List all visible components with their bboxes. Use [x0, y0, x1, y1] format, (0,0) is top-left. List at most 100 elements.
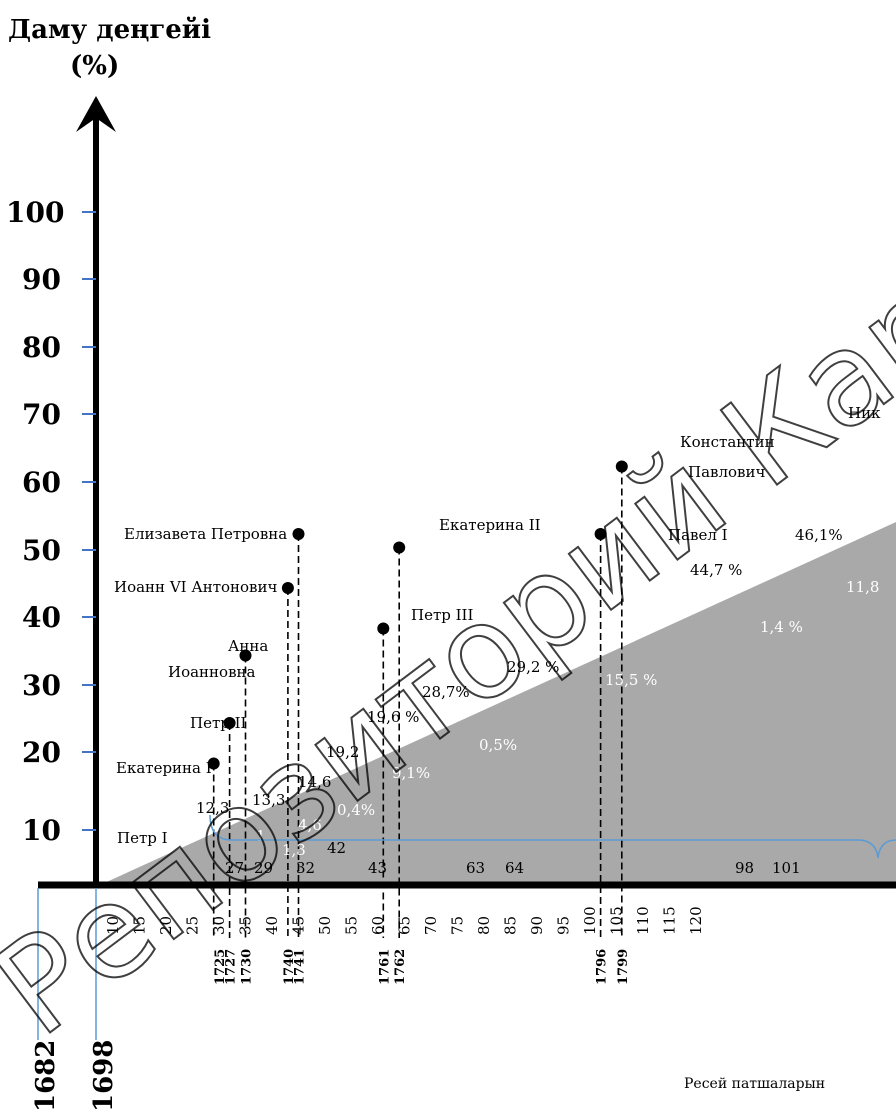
- x-tick-30: 30: [210, 916, 228, 935]
- ruler-dot-9: [615, 460, 628, 473]
- reign-year-1762: 1762: [393, 949, 408, 985]
- x-tick-95: 95: [555, 916, 573, 935]
- trend-area: [100, 522, 896, 885]
- reign-year-1725: 1725: [213, 949, 228, 985]
- wpct-1-3: 1,3: [282, 841, 306, 859]
- axis-num-64: 64: [505, 859, 524, 877]
- y-tick-50: 50: [22, 534, 61, 567]
- label-elizaveta: Елизавета Петровна: [124, 525, 287, 543]
- year-1682: 1682: [31, 1040, 61, 1112]
- pct-44-7: 44,7 %: [690, 561, 742, 579]
- wpct-11-8: 11,8: [846, 578, 879, 596]
- pct-19-6: 19,6 %: [367, 708, 419, 726]
- year-1698: 1698: [89, 1040, 119, 1112]
- wpct-9-1: 9,1%: [392, 764, 430, 782]
- ruler-dot-5: [292, 528, 305, 540]
- y-axis-arrow: [76, 96, 116, 132]
- label-konstantin-2: Павлович: [688, 463, 765, 481]
- ruler-dot-7: [393, 541, 406, 554]
- reign-year-1741: 1741: [293, 949, 308, 985]
- x-tick-45: 45: [290, 916, 308, 935]
- ruler-dot-3: [239, 649, 252, 662]
- label-petr1: Петр I: [117, 829, 168, 847]
- y-tick-60: 60: [22, 466, 61, 499]
- label-pavel1: Павел I: [668, 526, 728, 544]
- pct-28-7: 28,7%: [422, 683, 470, 701]
- wpct-15-5: 15,5 %: [605, 671, 657, 689]
- x-tick-80: 80: [475, 916, 493, 935]
- reign-year-1761: 1761: [377, 949, 392, 985]
- pct-29-2: 29,2 %: [507, 658, 559, 676]
- x-tick-105: 105: [608, 906, 626, 935]
- ruler-dot-2: [223, 717, 236, 729]
- x-tick-35: 35: [237, 916, 255, 935]
- reign-year-1796: 1796: [595, 949, 610, 985]
- reign-year-1799: 1799: [616, 949, 631, 985]
- wpct-1-4: 1,4 %: [760, 618, 803, 636]
- y-tick-30: 30: [22, 669, 61, 702]
- wpct-0-4: 0,4%: [337, 801, 375, 819]
- ruler-lines: [207, 460, 628, 938]
- x-tick-25: 25: [184, 916, 202, 935]
- ruler-dot-6: [377, 622, 390, 635]
- axis-num-29: 29: [254, 859, 273, 877]
- axis-num-32: 32: [296, 859, 315, 877]
- wpct-1: 1: [256, 827, 266, 845]
- ruler-dot-1: [207, 757, 220, 770]
- y-tick-90: 90: [22, 263, 61, 296]
- y-tick-80: 80: [22, 331, 61, 364]
- y-tick-10: 10: [22, 814, 61, 847]
- axis-num-101: 101: [772, 859, 801, 877]
- label-konstantin-1: Константин: [680, 433, 775, 451]
- reign-year-1727: 1727: [224, 949, 239, 985]
- label-nik: Ник: [848, 404, 881, 422]
- label-anna-1: Анна: [228, 637, 268, 655]
- pct-19-2: 19,2: [326, 743, 359, 761]
- x-tick-75: 75: [449, 916, 467, 935]
- pct-13-3: 13,3: [252, 791, 285, 809]
- x-tick-120: 120: [687, 906, 705, 935]
- label-anna-2: Иоанновна: [168, 663, 256, 681]
- x-tick-110: 110: [634, 906, 652, 935]
- y-tick-100: 100: [6, 196, 64, 229]
- x-tick-70: 70: [422, 916, 440, 935]
- axis-num-42: 42: [327, 839, 346, 857]
- brace: [209, 814, 896, 859]
- wpct-0-5: 0,5%: [479, 736, 517, 754]
- x-tick-20: 20: [157, 916, 175, 935]
- reign-year-1730: 1730: [240, 949, 255, 985]
- x-tick-100: 100: [581, 906, 599, 935]
- y-tick-20: 20: [22, 736, 61, 769]
- label-petr2: Петр II: [190, 714, 247, 732]
- brace-label: Ресей патшаларын: [684, 1076, 825, 1092]
- axis-num-43: 43: [368, 859, 387, 877]
- x-tick-85: 85: [502, 916, 520, 935]
- x-tick-60: 60: [369, 916, 387, 935]
- wpct-4-6: 4,6: [298, 816, 322, 834]
- x-tick-40: 40: [263, 916, 281, 935]
- label-ekaterina2: Екатерина II: [439, 516, 541, 534]
- y-tick-40: 40: [22, 601, 61, 634]
- axis-num-27: 27: [225, 859, 244, 877]
- x-tick-15: 15: [131, 916, 149, 935]
- pct-14-6: 14,6: [298, 773, 331, 791]
- reign-year-1740: 1740: [282, 949, 297, 985]
- axis-num-98: 98: [735, 859, 754, 877]
- y-tick-70: 70: [22, 398, 61, 431]
- label-petr3: Петр III: [411, 606, 473, 624]
- x-tick-115: 115: [661, 906, 679, 935]
- y-axis-label-line1: Даму деңгейі: [8, 15, 211, 45]
- ruler-dot-4: [281, 582, 294, 594]
- x-tick-10: 10: [104, 916, 122, 935]
- label-ekaterina1: Екатерина I: [116, 759, 212, 777]
- y-axis-label-line2: (%): [70, 51, 119, 81]
- x-tick-65: 65: [396, 916, 414, 935]
- pct-46-1: 46,1%: [795, 526, 843, 544]
- x-tick-50: 50: [316, 916, 334, 935]
- x-ticks: 10 15 20 25 30 35 40 45 50 55 60 65 70 75 80 85 90 95 100 1…: [104, 906, 705, 935]
- x-tick-90: 90: [528, 916, 546, 935]
- pct-12-3: 12,3: [196, 799, 229, 817]
- axis-num-63: 63: [466, 859, 485, 877]
- ruler-dot-8: [594, 528, 607, 540]
